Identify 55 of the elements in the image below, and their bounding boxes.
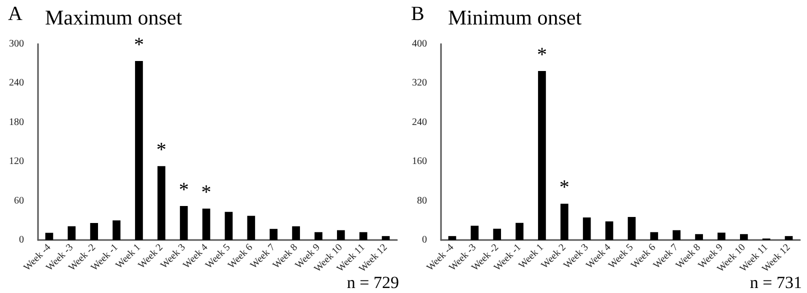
annotation: * xyxy=(156,139,166,162)
text: B xyxy=(411,3,424,25)
bar xyxy=(224,212,233,240)
bar xyxy=(314,232,322,240)
bar xyxy=(718,232,726,240)
bar xyxy=(672,230,681,240)
chart-title: Minimum onset xyxy=(448,6,582,30)
bar xyxy=(695,234,703,240)
bar xyxy=(493,228,502,240)
bar xyxy=(560,204,568,240)
annotation: * xyxy=(134,34,144,56)
y-tick-label: 0 xyxy=(19,234,24,246)
y-tick-label: 160 xyxy=(412,156,427,168)
bar xyxy=(180,206,188,240)
bar xyxy=(336,230,345,240)
bar xyxy=(650,232,658,240)
chart-title: Maximum onset xyxy=(45,6,182,30)
bar xyxy=(157,166,166,240)
bar xyxy=(247,216,256,240)
bar xyxy=(382,236,390,240)
y-tick-label: 400 xyxy=(412,38,427,50)
bar xyxy=(628,216,636,240)
y-tick-label: 240 xyxy=(9,78,24,89)
y-tick-label: 180 xyxy=(9,116,24,128)
bar xyxy=(605,221,614,240)
annotation: * xyxy=(178,179,189,202)
bar xyxy=(448,236,456,240)
y-tick-label: 320 xyxy=(412,78,427,89)
y-tick-label: 300 xyxy=(9,38,24,50)
bar xyxy=(470,226,479,240)
y-tick-label: 80 xyxy=(417,195,427,206)
y-tick-label: 0 xyxy=(422,234,427,246)
bar xyxy=(292,226,300,240)
annotation: * xyxy=(201,182,212,204)
y-tick-label: 60 xyxy=(14,195,24,206)
bar xyxy=(135,60,143,240)
bar xyxy=(359,232,368,240)
annotation: * xyxy=(536,44,547,66)
text: A xyxy=(8,3,23,25)
bar xyxy=(270,228,278,240)
bar xyxy=(68,226,76,240)
bar xyxy=(538,70,546,240)
bar xyxy=(740,234,748,240)
bar xyxy=(45,232,54,240)
bar xyxy=(112,220,120,240)
bar xyxy=(516,222,524,240)
y-tick-label: 240 xyxy=(412,116,427,128)
bar xyxy=(90,223,98,240)
y-tick-label: 120 xyxy=(9,156,24,168)
text: n = 729 xyxy=(346,273,400,292)
text: n = 731 xyxy=(750,273,802,292)
bar xyxy=(202,208,210,240)
bar xyxy=(582,217,591,240)
bar xyxy=(784,236,793,240)
annotation: * xyxy=(559,176,570,199)
